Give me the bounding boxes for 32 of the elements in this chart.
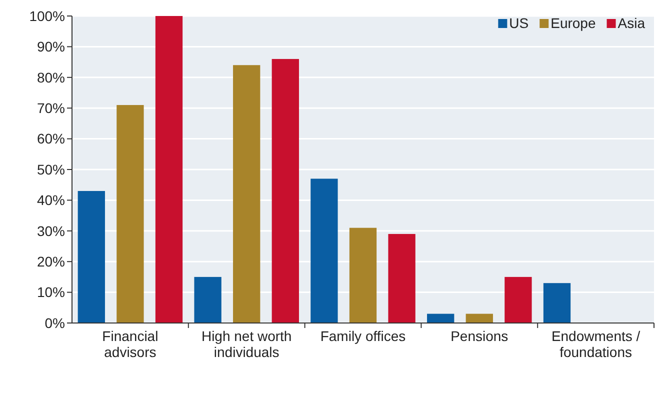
y-tick-label: 90% — [36, 38, 65, 55]
y-tick-label: 80% — [36, 69, 65, 86]
y-tick-label: 60% — [36, 130, 65, 147]
bar — [155, 16, 183, 323]
bar — [194, 276, 222, 323]
legend-label: Europe — [550, 15, 596, 31]
y-tick-label: 70% — [36, 100, 65, 116]
x-tick-label: Financial advisors — [102, 328, 158, 360]
bar — [349, 228, 377, 323]
x-tick-label: Endowments / foundations — [551, 328, 640, 360]
bar — [233, 65, 260, 323]
bar — [310, 178, 338, 323]
bar — [78, 190, 105, 323]
y-tick-label: 100% — [29, 8, 65, 24]
legend-label: Asia — [618, 15, 646, 31]
bar — [388, 234, 416, 323]
bar — [543, 283, 571, 323]
y-tick-label: 50% — [36, 161, 65, 178]
bar — [116, 105, 144, 323]
x-tick-label: Pensions — [450, 328, 508, 344]
x-tick-label: High net worth individuals — [201, 328, 292, 360]
bar — [504, 276, 532, 323]
x-tick-label: Family offices — [320, 328, 406, 344]
y-tick-label: 40% — [36, 192, 65, 208]
bar — [427, 314, 454, 323]
bar — [466, 314, 493, 323]
bar — [272, 58, 299, 323]
y-tick-label: 10% — [36, 284, 65, 300]
y-tick-label: 0% — [44, 314, 65, 331]
y-tick-label: 30% — [36, 222, 65, 239]
legend-label: US — [509, 15, 529, 31]
y-tick-label: 20% — [36, 254, 65, 270]
